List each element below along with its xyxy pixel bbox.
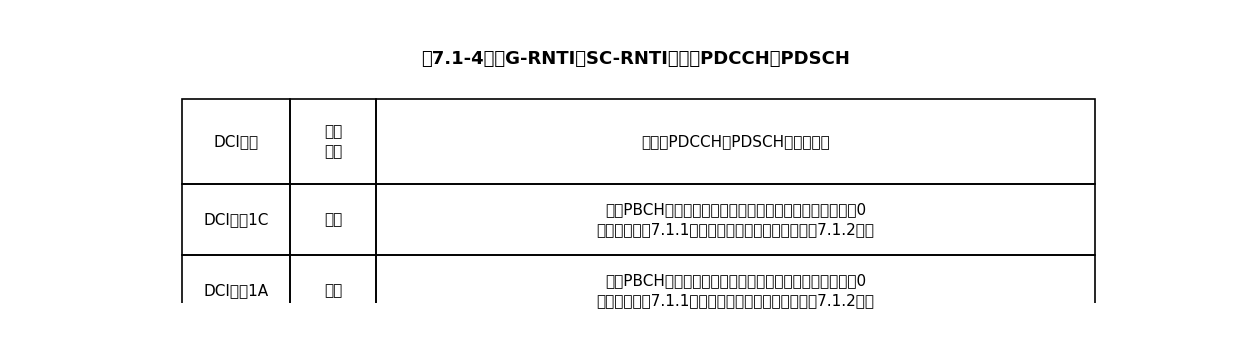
Text: 公共: 公共 [324, 283, 342, 298]
Text: 对应于PDCCH的PDSCH的传输方案: 对应于PDCCH的PDSCH的传输方案 [641, 134, 830, 149]
Bar [377, 99, 1095, 184]
Text: 如果PBCH天线端口的数目是一个，单天线端口，使用端口0
（参见子条款7.1.1），否则发送分集（参见子条款7.1.2）。: 如果PBCH天线端口的数目是一个，单天线端口，使用端口0 （参见子条款7.1.1… [596, 202, 874, 237]
Bar [377, 184, 1095, 255]
Bar [290, 255, 377, 326]
Bar [290, 99, 377, 184]
Bar [290, 184, 377, 255]
Bar [182, 99, 290, 184]
Bar [182, 255, 290, 326]
Text: 如果PBCH天线端口的数目是一个，单天线端口，使用端口0
（参见子条款7.1.1），否则发送分集（参见子条款7.1.2）。: 如果PBCH天线端口的数目是一个，单天线端口，使用端口0 （参见子条款7.1.1… [596, 273, 874, 308]
Text: 搜索
空间: 搜索 空间 [324, 124, 342, 159]
Text: 公共: 公共 [324, 212, 342, 227]
Bar [182, 184, 290, 255]
Text: 表7.1-4：由G-RNTI或SC-RNTI配置的PDCCH和PDSCH: 表7.1-4：由G-RNTI或SC-RNTI配置的PDCCH和PDSCH [422, 50, 849, 68]
Text: DCI格式1C: DCI格式1C [203, 212, 268, 227]
Bar [377, 255, 1095, 326]
Text: DCI格式: DCI格式 [213, 134, 258, 149]
Text: DCI格式1A: DCI格式1A [203, 283, 268, 298]
